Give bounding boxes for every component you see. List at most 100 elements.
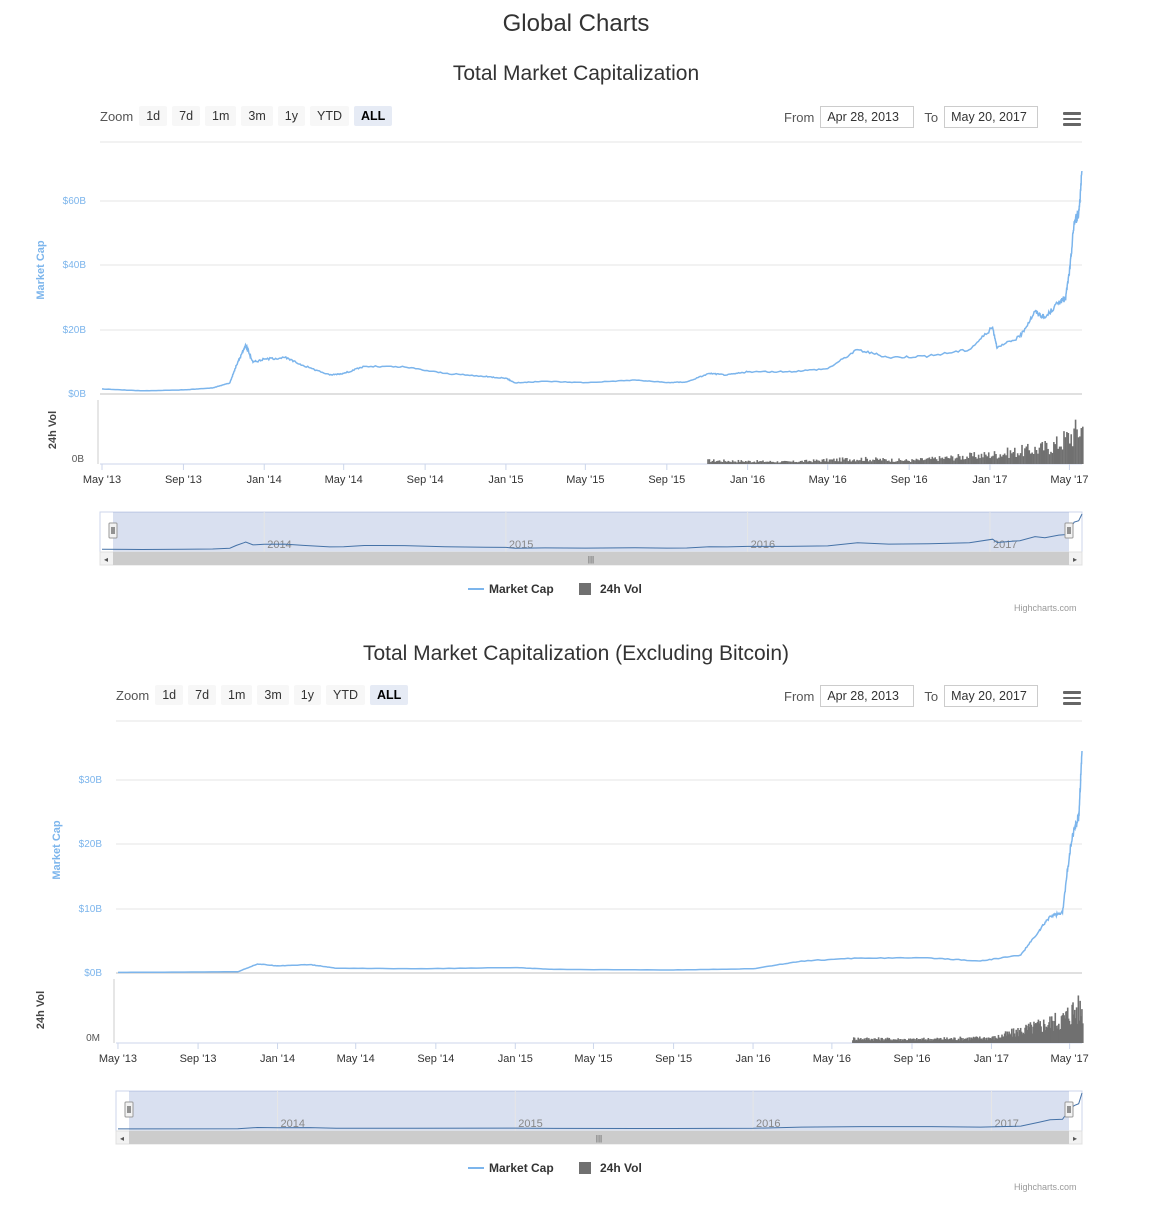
zoom-3m-button[interactable]: 3m [257,685,289,705]
zoom-label: Zoom [100,108,134,124]
volume-bar [980,1038,983,1043]
volume-bar [1059,1028,1062,1043]
volume-bar [1036,1021,1039,1043]
volume-bar [992,1036,994,1043]
volume-bar [859,1038,861,1043]
zoom-ytd-button[interactable]: YTD [310,106,349,126]
volume-bar [883,1039,885,1043]
navigator-right-handle [1064,1101,1074,1118]
to-date-input[interactable] [944,106,1039,128]
volume-bar [1002,1036,1004,1043]
volume-bar [930,1040,932,1043]
volume-bar [935,1038,938,1043]
volume-bar [1066,1011,1068,1043]
zoom-3m-button[interactable]: 3m [241,106,273,126]
zoom-1d-button[interactable]: 1d [155,685,184,705]
volume-bar [869,1040,872,1043]
zoom-ytd-button[interactable]: YTD [326,685,365,705]
zoom-1d-button[interactable]: 1d [139,106,168,126]
volume-bar [1077,995,1080,1043]
highcharts-credit[interactable]: Highcharts.com [1014,603,1077,613]
navigator-year-label: 2017 [994,1118,1018,1130]
volume-bar [977,1037,979,1043]
volume-bar [1019,1027,1022,1043]
volume-bar [1052,1031,1055,1043]
volume-bar [959,1036,962,1043]
volume-bar [1047,1025,1049,1043]
chart-menu-button[interactable] [1063,691,1081,705]
volume-bar [952,1039,954,1043]
volume-bar [892,1039,895,1043]
x-tick-label: Sep '13 [180,1053,217,1065]
volume-bar [1014,1036,1017,1043]
navigator-frame [115,1090,1083,1132]
volume-bar [889,1039,891,1043]
x-tick-label: May '15 [574,1053,612,1065]
to-date-input[interactable] [944,685,1039,707]
volume-bar [963,1039,965,1043]
volume-bar [1031,1033,1033,1043]
volume-bar [1074,1018,1077,1043]
volume-bar [994,1036,996,1043]
volume-bar [949,1038,952,1043]
volume-bar [943,1037,946,1043]
volume-bar [880,1037,883,1043]
zoom-bar: Zoom 1d 7d 1m 3m 1y YTD ALL [116,685,413,705]
volume-bar [910,1039,913,1043]
volume-bar [1055,1025,1057,1043]
volume-bar [920,1040,923,1043]
volume-bar [936,1037,939,1043]
volume-bar [903,1038,906,1043]
volume-bar [919,1038,922,1043]
y-tick-label: $20B [79,839,103,850]
volume-bar [873,1038,875,1043]
volume-bar [945,1039,947,1043]
volume-bar [868,1039,871,1043]
volume-bar [863,1038,866,1043]
volume-bar [975,1036,978,1043]
from-date-input[interactable] [820,685,915,707]
zoom-all-button[interactable]: ALL [370,685,409,705]
legend-market-cap-label: Market Cap [489,1161,554,1175]
volume-bar [900,1040,903,1043]
volume-bar [902,1040,905,1043]
from-date-input[interactable] [820,106,915,128]
zoom-7d-button[interactable]: 7d [188,685,217,705]
volume-bar [984,1040,986,1043]
zoom-1y-button[interactable]: 1y [293,685,321,705]
zoom-1m-button[interactable]: 1m [221,685,253,705]
volume-bar [1058,1029,1061,1043]
zoom-bar: Zoom 1d 7d 1m 3m 1y YTD ALL [100,106,397,126]
highcharts-credit[interactable]: Highcharts.com [1014,1182,1077,1192]
volume-bar [891,1039,893,1043]
volume-bar [1040,1026,1042,1043]
volume-bar [1022,1032,1025,1043]
scrollbar-grip: ||| [596,1134,602,1143]
chart-menu-button[interactable] [1063,112,1081,126]
volume-bar [1072,1002,1074,1043]
volume-bar [884,1040,886,1043]
volume-bar [1071,1004,1073,1043]
volume-bar [944,1039,946,1043]
hamburger-icon-line [1063,696,1081,699]
volume-bar [971,1037,973,1043]
volume-bar [918,1039,921,1043]
legend-volume-label: 24h Vol [600,1161,642,1175]
volume-bar [976,1036,978,1043]
volume-bar [1015,1029,1018,1043]
page-title: Global Charts [502,10,650,37]
volume-bar [857,1037,859,1043]
volume-bar [915,1038,918,1043]
volume-bar [1026,1029,1029,1043]
volume-bar [1010,1028,1013,1043]
zoom-7d-button[interactable]: 7d [172,106,201,126]
zoom-1m-button[interactable]: 1m [205,106,237,126]
volume-bar [1053,1021,1056,1043]
market-cap-series-line [118,750,1083,974]
x-tick-label: May '14 [337,1053,375,1065]
volume-bar [875,1038,877,1043]
zoom-1y-button[interactable]: 1y [277,106,305,126]
zoom-all-button[interactable]: ALL [354,106,393,126]
